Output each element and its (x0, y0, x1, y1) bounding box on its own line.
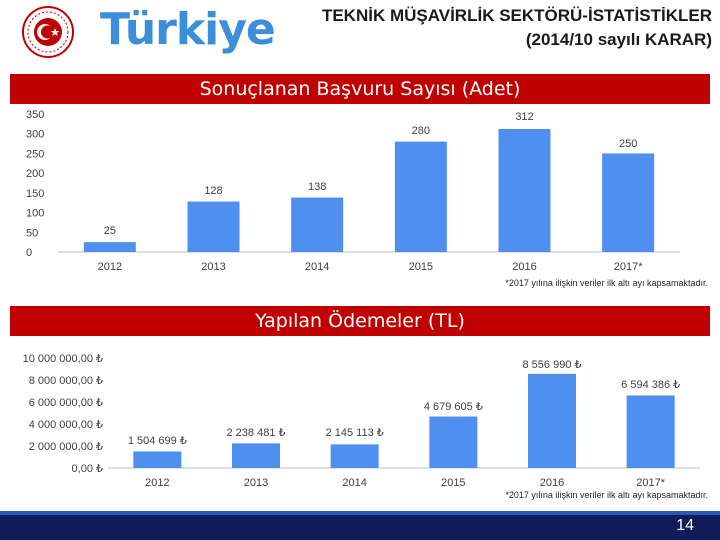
data-label: 8 556 990 ₺ (523, 359, 582, 371)
category-label: 2017* (614, 261, 643, 273)
data-label: 312 (515, 111, 533, 123)
category-label: 2015 (441, 477, 465, 489)
footnote: *2017 yılına ilişkin veriler ilk altı ay… (505, 490, 708, 500)
bar-2017 (602, 153, 655, 252)
page-subtitle: (2014/10 sayılı KARAR) (525, 30, 712, 49)
page-number: 14 (676, 517, 694, 534)
bar-2013 (232, 443, 280, 468)
data-label: 2 145 113 ₺ (326, 427, 384, 439)
bar-2014 (291, 197, 344, 252)
data-label: 280 (412, 125, 430, 137)
data-label: 6 594 386 ₺ (621, 379, 680, 391)
y-tick-label: 0 (26, 247, 32, 259)
y-tick-label: 2 000 000,00 ₺ (29, 441, 103, 453)
bar-2013 (187, 201, 240, 252)
header: Türkiye TEKNİK MÜŞAVİRLİK SEKTÖRÜ-İSTATİ… (0, 0, 720, 62)
y-tick-label: 0,00 ₺ (72, 463, 103, 475)
data-label: 138 (308, 181, 326, 193)
data-label: 4 679 605 ₺ (424, 401, 483, 413)
y-tick-label: 8 000 000,00 ₺ (29, 375, 103, 387)
payments-bar-chart: 0,00 ₺ 2 000 000,00 ₺ 4 000 000,00 ₺ 6 000 … (23, 353, 708, 500)
chart2-title-banner: Yapılan Ödemeler (TL) (10, 306, 710, 336)
data-label: 128 (204, 185, 222, 197)
category-label: 2015 (409, 261, 433, 273)
data-label: 250 (619, 138, 637, 150)
y-tick-label: 300 (26, 129, 44, 141)
data-label: 25 (104, 225, 116, 237)
footer-stripe (0, 511, 720, 515)
category-label: 2016 (540, 477, 564, 489)
footer-bar: 14 (0, 511, 720, 540)
y-tick-label: 6 000 000,00 ₺ (29, 397, 103, 409)
bar-2012 (83, 242, 136, 252)
y-tick-label: 250 (26, 148, 44, 160)
data-label: 2 238 481 ₺ (227, 427, 286, 439)
bar-2014 (330, 444, 379, 468)
y-tick-label: 150 (26, 188, 44, 200)
category-label: 2013 (244, 477, 268, 489)
category-label: 2012 (145, 477, 169, 489)
category-label: 2016 (512, 261, 536, 273)
chart1-title-banner: Sonuçlanan Başvuru Sayısı (Adet) (10, 74, 710, 104)
data-label: 1 504 699 ₺ (128, 435, 187, 447)
y-tick-label: 50 (26, 227, 38, 239)
y-tick-label: 10 000 000,00 ₺ (23, 353, 103, 365)
brand-logo: Türkiye (100, 4, 276, 55)
government-emblem-icon (22, 6, 74, 58)
category-label: 2014 (342, 477, 366, 489)
bar-2016 (528, 373, 576, 468)
category-label: 2017* (636, 477, 665, 489)
y-tick-label: 4 000 000,00 ₺ (29, 419, 103, 431)
y-tick-label: 100 (26, 208, 44, 220)
bar-2017 (626, 395, 675, 468)
category-label: 2013 (201, 261, 225, 273)
category-label: 2014 (305, 261, 329, 273)
bar-2015 (394, 141, 447, 252)
applications-bar-chart: 0 50 100 150 200 250 300 350 25 2012 128 2013 138 201… (26, 109, 708, 288)
y-tick-label: 350 (26, 109, 44, 121)
footnote: *2017 yılına ilişkin veriler ilk altı ay… (505, 278, 708, 288)
bar-2016 (498, 128, 551, 252)
category-label: 2012 (98, 261, 122, 273)
bar-2015 (429, 416, 478, 468)
bar-2012 (133, 451, 182, 468)
y-tick-label: 200 (26, 168, 44, 180)
page-title: TEKNİK MÜŞAVİRLİK SEKTÖRÜ-İSTATİSTİKLER (321, 6, 712, 25)
